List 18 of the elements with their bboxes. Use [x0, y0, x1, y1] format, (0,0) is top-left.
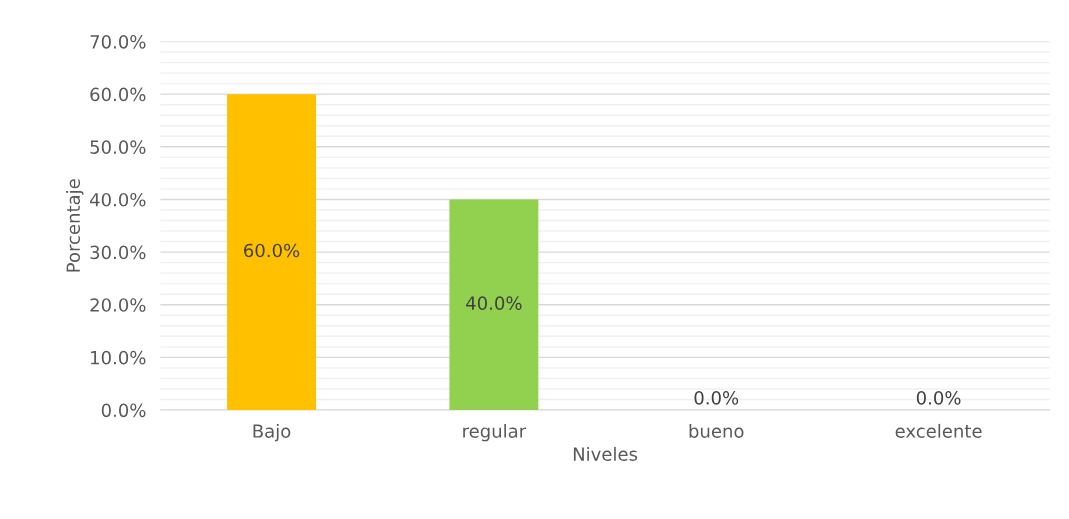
- x-tick-label: bueno: [689, 423, 744, 438]
- x-axis-title: Niveles: [573, 446, 638, 461]
- y-tick-label: 0.0%: [101, 403, 146, 418]
- data-label: 60.0%: [244, 243, 300, 258]
- y-tick-label: 70.0%: [90, 34, 146, 49]
- y-tick-label: 50.0%: [90, 140, 146, 154]
- y-tick-label: 40.0%: [89, 192, 146, 207]
- y-tick-label: 10.0%: [91, 350, 146, 365]
- x-tick-label: excelente: [895, 423, 982, 438]
- data-label: 40.0%: [466, 296, 522, 310]
- data-label: 0.0%: [916, 391, 961, 405]
- x-tick-label: regular: [463, 423, 527, 442]
- y-axis-title: Porcentaje: [66, 179, 84, 272]
- y-tick-label: 30.0%: [90, 245, 146, 260]
- data-label: 0.0%: [694, 391, 739, 405]
- y-tick-label: 60.0%: [90, 87, 146, 102]
- x-tick-label: Bajo: [253, 423, 291, 442]
- y-tick-label: 20.0%: [90, 298, 146, 312]
